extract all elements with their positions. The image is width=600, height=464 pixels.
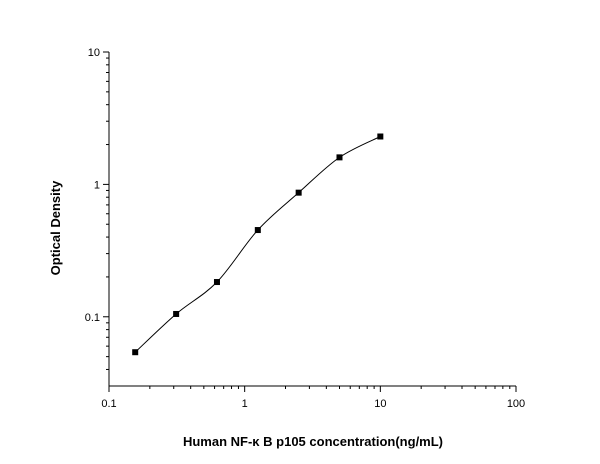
x-axis-ticks: 0.1 1 10 100 xyxy=(101,386,525,410)
x-tick-label: 10 xyxy=(374,398,386,410)
data-point xyxy=(213,279,220,286)
x-tick-label: 100 xyxy=(507,398,525,410)
data-point xyxy=(295,189,302,196)
axes xyxy=(108,52,516,387)
y-tick-label: 1 xyxy=(94,179,100,191)
data-point xyxy=(336,154,343,161)
y-axis-title: Optical Density xyxy=(48,180,63,275)
x-axis-title: Human NF-κ B p105 concentration(ng/mL) xyxy=(183,434,443,449)
data-points-layer xyxy=(132,133,384,356)
x-tick-label: 0.1 xyxy=(101,398,116,410)
x-tick-label: 1 xyxy=(242,398,248,410)
y-tick-label: 0.1 xyxy=(85,312,100,324)
data-point xyxy=(132,349,139,356)
data-point xyxy=(377,133,384,140)
fit-curve-layer xyxy=(134,136,381,353)
data-point xyxy=(173,310,180,317)
y-tick-label: 10 xyxy=(88,47,100,59)
data-point xyxy=(254,227,261,234)
fit-curve-line xyxy=(134,136,381,353)
y-axis-ticks: 0.1 1 10 xyxy=(85,47,109,370)
